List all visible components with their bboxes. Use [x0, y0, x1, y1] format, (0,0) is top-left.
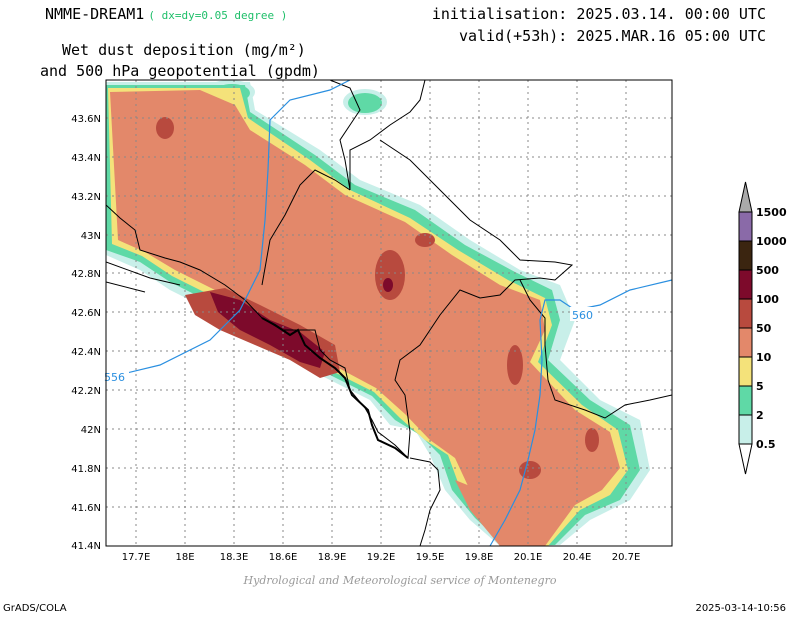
legend-swatch: [738, 269, 753, 300]
graticule: [106, 80, 672, 546]
resolution-note: ( dx=dy=0.05 degree ): [148, 9, 288, 22]
legend-label: 100: [756, 293, 779, 306]
lat-label: 42N: [81, 425, 101, 436]
legend-label: 500: [756, 264, 779, 277]
lon-label: 18.9E: [318, 552, 347, 563]
legend-colorbar: [738, 181, 753, 475]
lon-label: 17.7E: [122, 552, 151, 563]
model-title: NMME-DREAM1( dx=dy=0.05 degree ): [45, 5, 287, 23]
legend-label: 1500: [756, 206, 787, 219]
field-title-line2: and 500 hPa geopotential (gpdm): [40, 62, 320, 80]
legend-swatch: [738, 240, 753, 271]
legend-label: 0.5: [756, 438, 776, 451]
lat-label: 41.4N: [71, 541, 101, 552]
lat-label: 43N: [81, 231, 101, 242]
contour-label-560: 560: [572, 309, 593, 322]
lat-label: 42.4N: [71, 347, 101, 358]
legend-swatch: [738, 356, 753, 387]
legend-swatch: [738, 327, 753, 358]
lon-label: 20.1E: [514, 552, 543, 563]
lat-label: 41.6N: [71, 503, 101, 514]
map-frame: [105, 79, 673, 547]
lon-label: 20.7E: [612, 552, 641, 563]
lat-label: 42.6N: [71, 308, 101, 319]
lat-label: 43.4N: [71, 153, 101, 164]
legend-label: 50: [756, 322, 772, 335]
coastline: [261, 317, 409, 459]
contour-label-556: 556: [104, 371, 125, 384]
legend-swatch: [738, 298, 753, 329]
contour-labels: 556 560: [103, 307, 596, 384]
legend-swatch-lower: [738, 443, 753, 475]
legend-label: 1000: [756, 235, 787, 248]
lon-label: 19.5E: [416, 552, 445, 563]
init-time: initialisation: 2025.03.14. 00:00 UTC: [431, 5, 766, 23]
lon-label: 18.6E: [269, 552, 298, 563]
valid-time: valid(+53h): 2025.MAR.16 05:00 UTC: [458, 27, 766, 45]
legend-label: 2: [756, 409, 764, 422]
credit-line: Hydrological and Meteorological service …: [243, 574, 557, 587]
latitude-labels: 43.6N 43.4N 43.2N 43N 42.8N 42.6N 42.4N …: [71, 114, 101, 552]
lat-label: 41.8N: [71, 464, 101, 475]
lon-label: 19.8E: [465, 552, 494, 563]
lat-label: 42.8N: [71, 269, 101, 280]
lon-label: 19.2E: [367, 552, 396, 563]
lat-label: 43.2N: [71, 192, 101, 203]
model-name: NMME-DREAM1: [45, 5, 145, 23]
software-label: GrADS/COLA: [3, 603, 67, 614]
legend-swatch: [738, 414, 753, 445]
legend-swatch: [738, 211, 753, 242]
legend-label: 5: [756, 380, 764, 393]
deposition-field: [106, 80, 650, 546]
field-title-line1: Wet dust deposition (mg/m²): [62, 41, 306, 59]
lat-label: 42.2N: [71, 386, 101, 397]
lon-label: 18E: [175, 552, 194, 563]
geopotential-contours: [105, 79, 673, 547]
lon-label: 18.3E: [220, 552, 249, 563]
legend-swatch: [738, 181, 753, 213]
lat-label: 43.6N: [71, 114, 101, 125]
legend-swatch: [738, 385, 753, 416]
legend-label: 10: [756, 351, 772, 364]
legend-labels: 1500 1000 500 100 50 10 5 2 0.5: [756, 206, 787, 451]
creation-timestamp: 2025-03-14-10:56: [695, 603, 786, 614]
longitude-labels: 17.7E 18E 18.3E 18.6E 18.9E 19.2E 19.5E …: [122, 552, 641, 563]
lon-label: 20.4E: [563, 552, 592, 563]
